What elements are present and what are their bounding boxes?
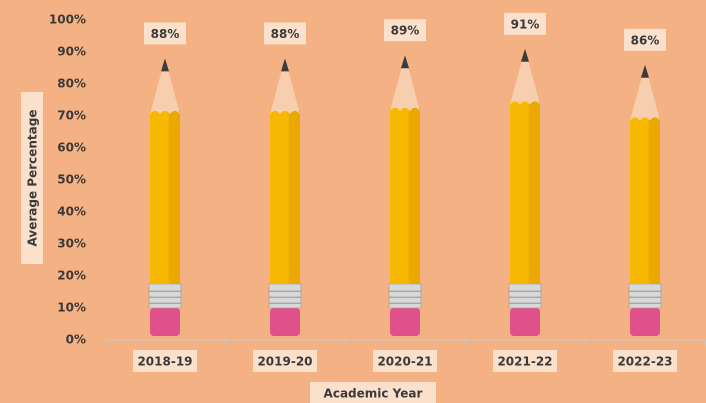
pencil-body-shade (649, 117, 660, 284)
pencil-ferrule (149, 284, 181, 308)
y-tick-label: 10% (57, 301, 86, 315)
y-tick-label: 30% (57, 237, 86, 251)
pencil-ferrule (629, 284, 661, 308)
pencil-body-shade (409, 107, 420, 284)
y-tick-label: 90% (57, 45, 86, 59)
y-tick-label: 80% (57, 77, 86, 91)
background (0, 0, 706, 403)
y-tick-label: 50% (57, 173, 86, 187)
pencil-ferrule (509, 284, 541, 308)
pencil (389, 55, 421, 336)
x-axis-title: Academic Year (324, 387, 423, 401)
y-tick-label: 100% (49, 13, 86, 27)
y-tick-label: 60% (57, 141, 86, 155)
y-tick-label: 70% (57, 109, 86, 123)
pencil-eraser (630, 308, 660, 336)
pencil-body-shade (529, 101, 540, 284)
value-label: 88% (271, 27, 300, 41)
pencil-eraser (390, 308, 420, 336)
pencil-eraser (510, 308, 540, 336)
value-label: 89% (391, 24, 420, 38)
pencil-eraser (270, 308, 300, 336)
x-tick-label: 2019-20 (257, 355, 312, 369)
x-tick-label: 2022-23 (617, 355, 672, 369)
y-tick-label: 40% (57, 205, 86, 219)
x-tick-label: 2018-19 (137, 355, 192, 369)
y-tick-label: 0% (66, 333, 86, 347)
pencil-body-shade (289, 110, 300, 284)
chart: Academic Year Average Percentage 0% 10% 20… (0, 0, 706, 403)
value-label: 86% (631, 33, 660, 47)
y-tick-label: 20% (57, 269, 86, 283)
pencil-ferrule (389, 284, 421, 308)
value-label: 88% (151, 27, 180, 41)
x-tick-label: 2020-21 (377, 355, 432, 369)
y-axis-title: Average Percentage (26, 110, 40, 247)
pencil (509, 49, 541, 336)
pencil-eraser (150, 308, 180, 336)
pencil-body-shade (169, 110, 180, 284)
value-label: 91% (511, 17, 540, 31)
pencil-ferrule (269, 284, 301, 308)
x-tick-label: 2021-22 (497, 355, 552, 369)
